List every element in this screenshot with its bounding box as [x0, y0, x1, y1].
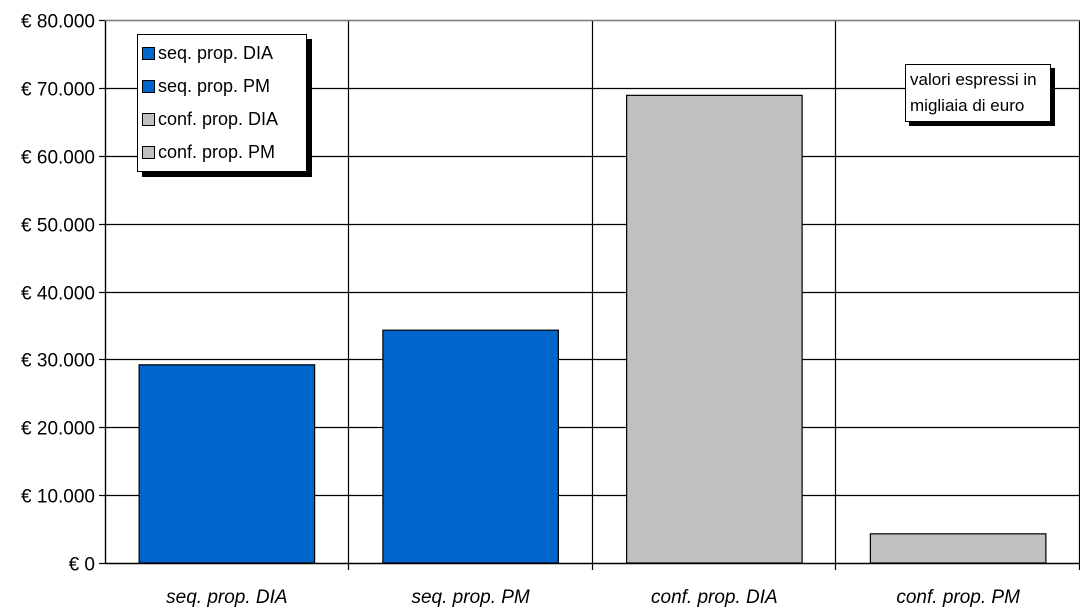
bar — [869, 533, 1047, 564]
x-category-label: conf. prop. PM — [896, 587, 1020, 608]
legend-item: seq. prop. DIA — [142, 39, 273, 67]
y-tick-label: € 60.000 — [21, 148, 95, 169]
y-tick-label: € 30.000 — [21, 351, 95, 372]
y-tick-label: € 0 — [69, 555, 95, 576]
x-category-label: seq. prop. PM — [411, 587, 529, 608]
x-axis-category-labels: seq. prop. DIA seq. prop. PM conf. prop. D… — [166, 587, 1020, 608]
legend-item: seq. prop. PM — [142, 72, 270, 100]
y-tick-label: € 40.000 — [21, 284, 95, 305]
y-tick-label: € 10.000 — [21, 487, 95, 508]
bar — [138, 364, 316, 564]
y-tick-label: € 70.000 — [21, 80, 95, 101]
legend-swatch — [142, 47, 155, 60]
legend-swatch — [142, 113, 155, 126]
annotation-line: valori espressi in — [910, 70, 1037, 89]
legend-label: conf. prop. DIA — [158, 109, 279, 129]
legend-swatch — [142, 80, 155, 93]
bar — [626, 94, 803, 564]
legend-label: conf. prop. PM — [158, 142, 276, 162]
y-tick-label: € 20.000 — [21, 419, 95, 440]
annotation-line: migliaia di euro — [910, 96, 1025, 115]
y-tick-label: € 50.000 — [21, 216, 95, 237]
bars — [138, 94, 1047, 564]
legend-label: seq. prop. DIA — [158, 43, 274, 63]
y-axis-tick-labels: € 0 € 10.000 € 20.000 € 30.000 € 40.000 € 50.… — [21, 12, 95, 576]
legend-item: conf. prop. DIA — [142, 105, 278, 133]
legend-swatch — [142, 146, 155, 159]
legend-item: conf. prop. PM — [142, 138, 275, 166]
axes — [99, 19, 1080, 565]
x-category-label: conf. prop. DIA — [651, 587, 778, 608]
bar — [382, 329, 559, 564]
legend: seq. prop. DIA seq. prop. PM conf. prop.… — [137, 34, 307, 172]
y-tick-label: € 80.000 — [21, 12, 95, 33]
annotation-box: valori espressi in migliaia di euro — [905, 64, 1051, 122]
x-category-label: seq. prop. DIA — [166, 587, 287, 608]
legend-label: seq. prop. PM — [158, 76, 271, 96]
